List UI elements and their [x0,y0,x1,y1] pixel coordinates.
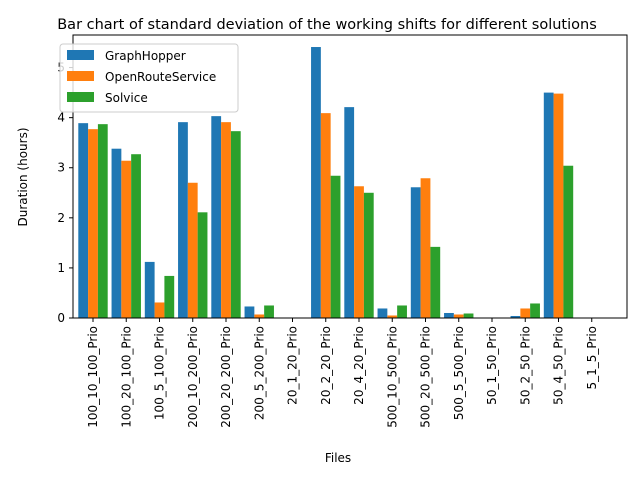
legend-label: GraphHopper [105,49,186,63]
legend-label: OpenRouteService [105,70,216,84]
x-tick-label: 500_20_500_Prio [419,326,433,428]
bar-solvice-50-2-50-prio [530,303,540,318]
bar-graphhopper-20-4-20-prio [344,107,355,318]
legend-swatch [67,71,94,81]
bar-graphhopper-200-10-200-prio [178,122,188,318]
y-tick-label: 1 [57,261,65,275]
x-tick-label: 100_5_100_Prio [153,326,167,420]
legend: GraphHopper OpenRouteService Solvice [59,43,239,113]
bar-solvice-500-20-500-prio [430,246,441,318]
bar-solvice-100-20-100-prio [131,154,141,318]
bar-openrouteservice-50-2-50-prio [520,308,531,318]
y-tick-label: 2 [57,211,65,225]
bar-graphhopper-500-5-500-prio [444,312,454,318]
x-tick-label: 20_2_20_Prio [319,326,333,405]
bar-openrouteservice-200-20-200-prio [221,122,231,318]
bar-graphhopper-20-2-20-prio [311,47,321,318]
bar-graphhopper-100-5-100-prio [144,261,155,318]
bar-graphhopper-500-10-500-prio [377,308,388,318]
bar-openrouteservice-200-5-200-prio [254,314,265,318]
x-tick-label: 50_4_50_Prio [552,326,566,405]
bar-openrouteservice-200-10-200-prio [187,182,198,318]
x-tick-label: 200_20_200_Prio [219,326,233,428]
bar-openrouteservice-500-20-500-prio [420,178,431,318]
bar-solvice-100-5-100-prio [164,275,175,318]
legend-swatch [67,50,94,60]
bar-graphhopper-100-20-100-prio [111,148,122,318]
bar-solvice-200-10-200-prio [197,212,208,318]
bar-solvice-20-2-20-prio [330,175,341,318]
bar-openrouteservice-20-4-20-prio [354,186,364,318]
y-axis-label: Duration (hours) [16,127,30,226]
bar-openrouteservice-20-2-20-prio [320,113,331,318]
legend-swatch [67,92,94,102]
bar-solvice-500-10-500-prio [397,305,407,318]
y-tick-label: 4 [57,111,65,125]
x-tick-label: 200_5_200_Prio [252,326,266,420]
bars [78,47,574,318]
y-tick-label: 3 [57,161,65,175]
x-tick-label: 5_1_5_Prio [585,326,599,390]
x-axis: 100_10_100_Prio 100_20_100_Prio 100_5_100_… [86,318,599,428]
x-tick-label: 20_1_20_Prio [286,326,300,405]
x-tick-label: 50_2_50_Prio [518,326,532,405]
x-tick-label: 200_10_200_Prio [186,326,200,428]
chart-title: Bar chart of standard deviation of the w… [57,17,597,33]
x-tick-label: 100_20_100_Prio [119,326,133,428]
bar-openrouteservice-50-4-50-prio [553,93,564,318]
bar-openrouteservice-500-5-500-prio [453,314,464,318]
x-tick-label: 500_10_500_Prio [385,326,399,428]
x-tick-label: 100_10_100_Prio [86,326,100,428]
x-axis-label: Files [325,451,351,465]
legend-label: Solvice [105,91,148,105]
bar-openrouteservice-500-10-500-prio [387,315,398,318]
x-tick-label: 50_1_50_Prio [485,326,499,405]
bar-openrouteservice-100-10-100-prio [88,129,98,318]
legend-box [59,43,239,113]
bar-graphhopper-200-5-200-prio [244,306,255,318]
bar-graphhopper-500-20-500-prio [410,187,421,318]
bar-solvice-200-20-200-prio [230,131,241,318]
plot-frame [72,34,628,319]
y-tick-label: 0 [57,311,65,325]
bar-graphhopper-50-4-50-prio [543,92,554,318]
bar-graphhopper-100-10-100-prio [78,123,89,318]
bar-graphhopper-200-20-200-prio [211,116,222,318]
bar-solvice-20-4-20-prio [363,192,374,318]
bar-solvice-50-4-50-prio [563,165,574,318]
bar-graphhopper-50-2-50-prio [510,315,521,318]
bar-solvice-500-5-500-prio [463,313,474,318]
bar-solvice-200-5-200-prio [264,305,274,318]
bar-openrouteservice-100-5-100-prio [154,302,165,318]
bar-openrouteservice-100-20-100-prio [121,160,132,318]
bar-solvice-100-10-100-prio [97,124,108,318]
x-tick-label: 20_4_20_Prio [352,326,366,405]
x-tick-label: 500_5_500_Prio [452,326,466,420]
